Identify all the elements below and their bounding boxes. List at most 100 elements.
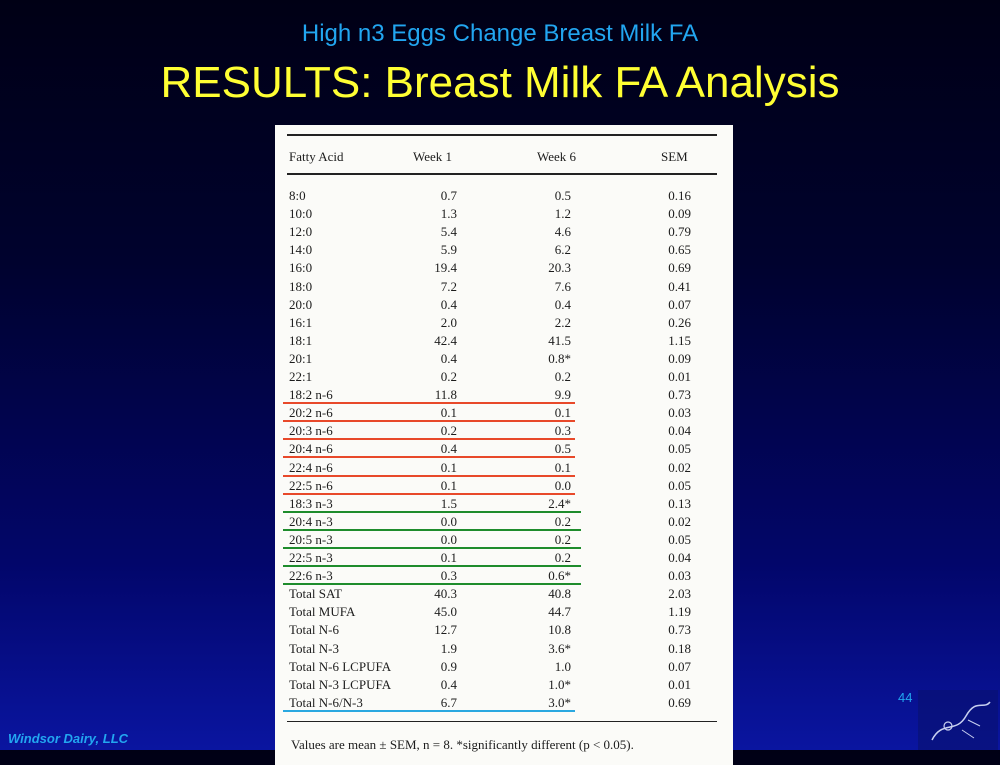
sem-cell: 0.13 — [668, 495, 691, 511]
week-6-cell: 0.0 — [554, 477, 571, 493]
table-row: Total MUFA 45.0 44.7 1.19 — [275, 603, 733, 621]
fatty-acid-cell: 22:6 n-3 — [289, 568, 333, 584]
sem-cell: 0.02 — [668, 513, 691, 529]
table-row: 22:5 n-6 0.1 0.0 0.05 — [275, 477, 733, 495]
week-6-cell: 0.2 — [554, 369, 571, 384]
week-6-cell: 1.0 — [554, 658, 571, 674]
table-row: Total N-6 LCPUFA 0.9 1.0 0.07 — [275, 658, 733, 676]
bottom-rule — [287, 721, 717, 722]
fatty-acid-cell: 22:5 n-3 — [289, 550, 333, 565]
week-1-cell: 2.0 — [440, 314, 457, 330]
week-6-cell: 0.6* — [548, 568, 571, 584]
table-row: Total SAT 40.3 40.8 2.03 — [275, 585, 733, 603]
week-1-cell: 0.2 — [440, 369, 457, 384]
n6-highlight-underline — [283, 492, 575, 495]
n6-highlight-underline — [283, 402, 575, 405]
table-row: 20:4 n-3 0.0 0.2 0.02 — [275, 513, 733, 531]
week-6-cell: 6.2 — [554, 242, 571, 258]
fatty-acid-cell: 20:5 n-3 — [289, 531, 333, 547]
week-1-cell: 0.1 — [440, 405, 457, 421]
fatty-acid-cell: 16:0 — [289, 260, 313, 276]
fatty-acid-cell: 12:0 — [289, 224, 313, 240]
n3-highlight-underline — [283, 546, 581, 549]
week-1-cell: 0.3 — [440, 568, 457, 584]
table-row: 20:2 n-6 0.1 0.1 0.03 — [275, 404, 733, 423]
fatty-acid-cell: 20:4 n-6 — [289, 441, 333, 457]
ratio-highlight-underline — [283, 709, 575, 712]
week-1-cell: 5.4 — [440, 224, 457, 240]
sem-cell: 0.18 — [668, 640, 691, 656]
week-6-cell: 40.8 — [548, 586, 571, 602]
week-1-cell: 11.8 — [434, 387, 457, 403]
n3-highlight-underline — [283, 528, 581, 531]
fatty-acid-cell: Total N-3 LCPUFA — [289, 676, 392, 692]
sem-cell: 0.09 — [668, 206, 691, 222]
slide-subtitle: High n3 Eggs Change Breast Milk FA — [301, 20, 699, 47]
table-row: 22:5 n-3 0.1 0.2 0.04 — [275, 549, 733, 567]
week-6-cell: 0.5 — [554, 188, 571, 203]
table-row: 18:1 42.4 41.5 1.15 — [275, 332, 733, 350]
week-6-cell: 0.2 — [554, 513, 571, 529]
week-1-cell: 1.3 — [440, 206, 457, 222]
sem-cell: 0.26 — [668, 314, 691, 330]
table-row: 14:0 5.9 6.2 0.65 — [275, 241, 733, 259]
fatty-acid-cell: Total N-6 — [289, 622, 339, 638]
table-row: Total N-6/N-3 6.7 3.0* 0.69 — [275, 694, 733, 712]
sem-cell: 0.65 — [668, 242, 691, 258]
fatty-acid-cell: 18:2 n-6 — [289, 387, 333, 403]
sem-cell: 0.05 — [668, 531, 691, 547]
company-name: Windsor Dairy, LLC — [8, 731, 129, 746]
table-row: 18:3 n-3 1.5 2.4* 0.13 — [275, 495, 733, 513]
week-1-cell: 7.2 — [440, 278, 457, 294]
sem-cell: 0.04 — [668, 550, 691, 565]
week-1-cell: 5.9 — [440, 242, 457, 258]
table-row: 20:1 0.4 0.8* 0.09 — [275, 350, 733, 368]
fatty-acid-cell: Total N-6/N-3 — [289, 694, 363, 710]
table-row: 12:0 5.4 4.6 0.79 — [275, 223, 733, 241]
sem-cell: 0.09 — [668, 350, 691, 366]
n6-highlight-underline — [283, 438, 575, 441]
week-1-cell: 0.7 — [440, 188, 457, 203]
fatty-acid-cell: 18:0 — [289, 278, 313, 294]
sem-cell: 0.73 — [668, 387, 691, 403]
sem-cell: 0.73 — [668, 622, 691, 638]
week-6-cell: 0.2 — [554, 531, 571, 547]
week-6-cell: 1.0* — [548, 676, 571, 692]
sem-cell: 0.79 — [668, 224, 691, 240]
week-6-cell: 4.6 — [554, 224, 571, 240]
fatty-acid-cell: 14:0 — [289, 242, 313, 258]
week-1-cell: 42.4 — [434, 332, 457, 348]
week-1-cell: 0.0 — [440, 513, 457, 529]
week-1-cell: 0.1 — [440, 477, 457, 493]
page-number: 44 — [898, 690, 913, 705]
fatty-acid-cell: Total SAT — [289, 586, 342, 602]
week-1-cell: 0.9 — [440, 658, 457, 674]
table-row: 18:0 7.2 7.6 0.41 — [275, 278, 733, 296]
sem-cell: 1.15 — [668, 332, 691, 348]
sem-cell: 0.69 — [668, 260, 691, 276]
fatty-acid-cell: 20:4 n-3 — [289, 513, 333, 529]
week-1-cell: 1.9 — [440, 640, 457, 656]
fatty-acid-cell: 18:1 — [289, 332, 313, 348]
sem-cell: 0.41 — [668, 278, 691, 294]
table-row: 16:0 19.4 20.3 0.69 — [275, 259, 733, 277]
n3-highlight-underline — [283, 583, 581, 586]
fatty-acid-cell: Total N-6 LCPUFA — [289, 658, 392, 674]
fatty-acid-cell: Total MUFA — [289, 604, 356, 620]
week-1-cell: 0.4 — [440, 296, 457, 312]
week-1-cell: 1.5 — [440, 495, 457, 511]
table-row: 16:1 2.0 2.2 0.26 — [275, 314, 733, 332]
week-6-cell: 3.0* — [548, 694, 571, 710]
table-row: 20:5 n-3 0.0 0.2 0.05 — [275, 531, 733, 549]
sem-cell: 0.04 — [668, 423, 691, 439]
week-6-cell: 41.5 — [548, 332, 571, 348]
fatty-acid-cell: 22:4 n-6 — [289, 459, 333, 475]
column-header-sem: SEM — [661, 149, 688, 164]
table-row: 8:0 0.7 0.5 0.16 — [275, 187, 733, 205]
week-1-cell: 45.0 — [434, 604, 457, 620]
week-6-cell: 0.3 — [554, 423, 571, 439]
table-row: 22:4 n-6 0.1 0.1 0.02 — [275, 459, 733, 477]
week-6-cell: 0.2 — [554, 550, 571, 565]
week-1-cell: 0.1 — [440, 550, 457, 565]
sem-cell: 0.07 — [668, 296, 691, 312]
